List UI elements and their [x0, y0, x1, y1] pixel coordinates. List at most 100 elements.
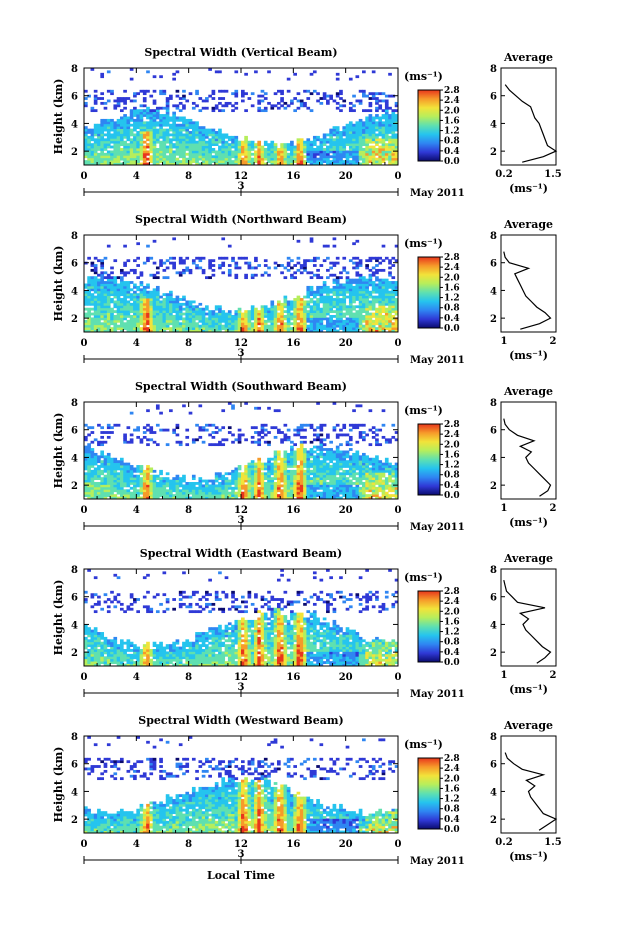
- heatmap-cell: [93, 315, 98, 318]
- heatmap-cell: [211, 322, 216, 326]
- heatmap-cell: [342, 315, 347, 318]
- heatmap-cell: [375, 138, 379, 142]
- heatmap-cell: [267, 465, 271, 468]
- heatmap-cell: [84, 477, 88, 480]
- heatmap-cell: [185, 123, 190, 127]
- heatmap-cell: [126, 123, 131, 127]
- heatmap-cell: [329, 307, 333, 311]
- heatmap-cell: [133, 94, 137, 98]
- heatmap-cell: [234, 152, 239, 156]
- heatmap-cell: [133, 157, 137, 161]
- heatmap-cell: [391, 123, 396, 127]
- heatmap-cell: [123, 148, 127, 151]
- heatmap-cell: [358, 135, 363, 139]
- heatmap-cell: [93, 256, 98, 260]
- heatmap-cell: [244, 489, 248, 493]
- heatmap-cell: [106, 145, 111, 149]
- heatmap-cell: [319, 145, 324, 149]
- heatmap-cell: [276, 307, 281, 311]
- heatmap-cell: [123, 469, 127, 473]
- heatmap-cell: [136, 138, 140, 142]
- heatmap-cell: [110, 426, 114, 430]
- heatmap-cell: [312, 486, 317, 490]
- heatmap-cell: [381, 302, 386, 306]
- heatmap-cell: [391, 162, 396, 166]
- heatmap-cell: [339, 148, 343, 151]
- heatmap-cell: [237, 479, 242, 483]
- heatmap-cell: [97, 496, 101, 500]
- heatmap-cell: [119, 123, 124, 127]
- heatmap-cell: [348, 160, 353, 163]
- heatmap-cell: [273, 92, 278, 96]
- heatmap-cell: [348, 278, 353, 282]
- heatmap-cell: [175, 423, 180, 427]
- heatmap-cell: [348, 162, 353, 166]
- colorbar-tick-label: 2.8: [444, 253, 460, 263]
- heatmap-cell: [299, 138, 304, 142]
- heatmap-cell: [198, 491, 203, 495]
- heatmap-cell: [87, 300, 91, 304]
- heatmap-cell: [136, 428, 140, 432]
- heatmap-cell: [339, 145, 343, 149]
- heatmap-cell: [355, 266, 360, 270]
- heatmap-cell: [90, 460, 95, 464]
- heatmap-cell: [329, 440, 333, 444]
- heatmap-cell: [97, 322, 101, 326]
- heatmap-cell: [260, 479, 265, 483]
- heatmap-cell: [384, 118, 389, 122]
- heatmap-cell: [358, 283, 363, 287]
- heatmap-cell: [136, 242, 140, 246]
- heatmap-cell: [335, 452, 340, 456]
- heatmap-cell: [221, 264, 226, 267]
- heatmap-cell: [378, 152, 383, 156]
- heatmap-cell: [391, 305, 396, 309]
- heatmap-cell: [133, 489, 137, 493]
- heatmap-cell: [254, 256, 258, 260]
- heatmap-cell: [188, 92, 193, 96]
- heatmap-cell: [119, 283, 124, 287]
- heatmap-cell: [312, 482, 317, 485]
- heatmap-cell: [146, 131, 150, 134]
- heatmap-cell: [191, 106, 196, 110]
- heatmap-cell: [152, 431, 157, 434]
- heatmap-cell: [106, 121, 111, 125]
- heatmap-cell: [84, 472, 88, 476]
- heatmap-cell: [283, 423, 288, 427]
- heatmap-cell: [391, 276, 396, 280]
- heatmap-cell: [335, 315, 340, 318]
- heatmap-cell: [182, 322, 186, 326]
- heatmap-cell: [123, 477, 127, 480]
- heatmap-cell: [260, 467, 265, 471]
- heatmap-cell: [254, 496, 258, 500]
- heatmap-cell: [247, 319, 252, 323]
- heatmap-cell: [198, 157, 203, 161]
- heatmap-cell: [381, 295, 386, 299]
- heatmap-cell: [221, 312, 226, 316]
- heatmap-cell: [126, 121, 131, 125]
- heatmap-cell: [195, 266, 199, 270]
- heatmap-cell: [195, 329, 199, 333]
- heatmap-cell: [100, 75, 105, 79]
- heatmap-cell: [339, 140, 343, 144]
- heatmap-cell: [378, 106, 383, 110]
- heatmap-cell: [332, 462, 337, 466]
- heatmap-cell: [110, 266, 114, 270]
- heatmap-cell: [306, 143, 311, 146]
- heatmap-cell: [241, 319, 245, 323]
- heatmap-cell: [316, 402, 320, 405]
- heatmap-cell: [296, 317, 301, 321]
- heatmap-cell: [191, 143, 196, 146]
- y-tick-label: 6: [71, 259, 78, 270]
- heatmap-cell: [299, 448, 304, 451]
- heatmap-cell: [142, 92, 147, 96]
- heatmap-cell: [339, 300, 343, 304]
- heatmap-cell: [309, 148, 314, 151]
- heatmap-cell: [267, 150, 271, 154]
- heatmap-cell: [155, 312, 160, 316]
- heatmap-cell: [110, 126, 114, 130]
- heatmap-cell: [293, 462, 297, 466]
- heatmap-cell: [381, 327, 386, 330]
- heatmap-cell: [116, 285, 121, 289]
- heatmap-cell: [142, 307, 147, 311]
- heatmap-cell: [296, 140, 301, 144]
